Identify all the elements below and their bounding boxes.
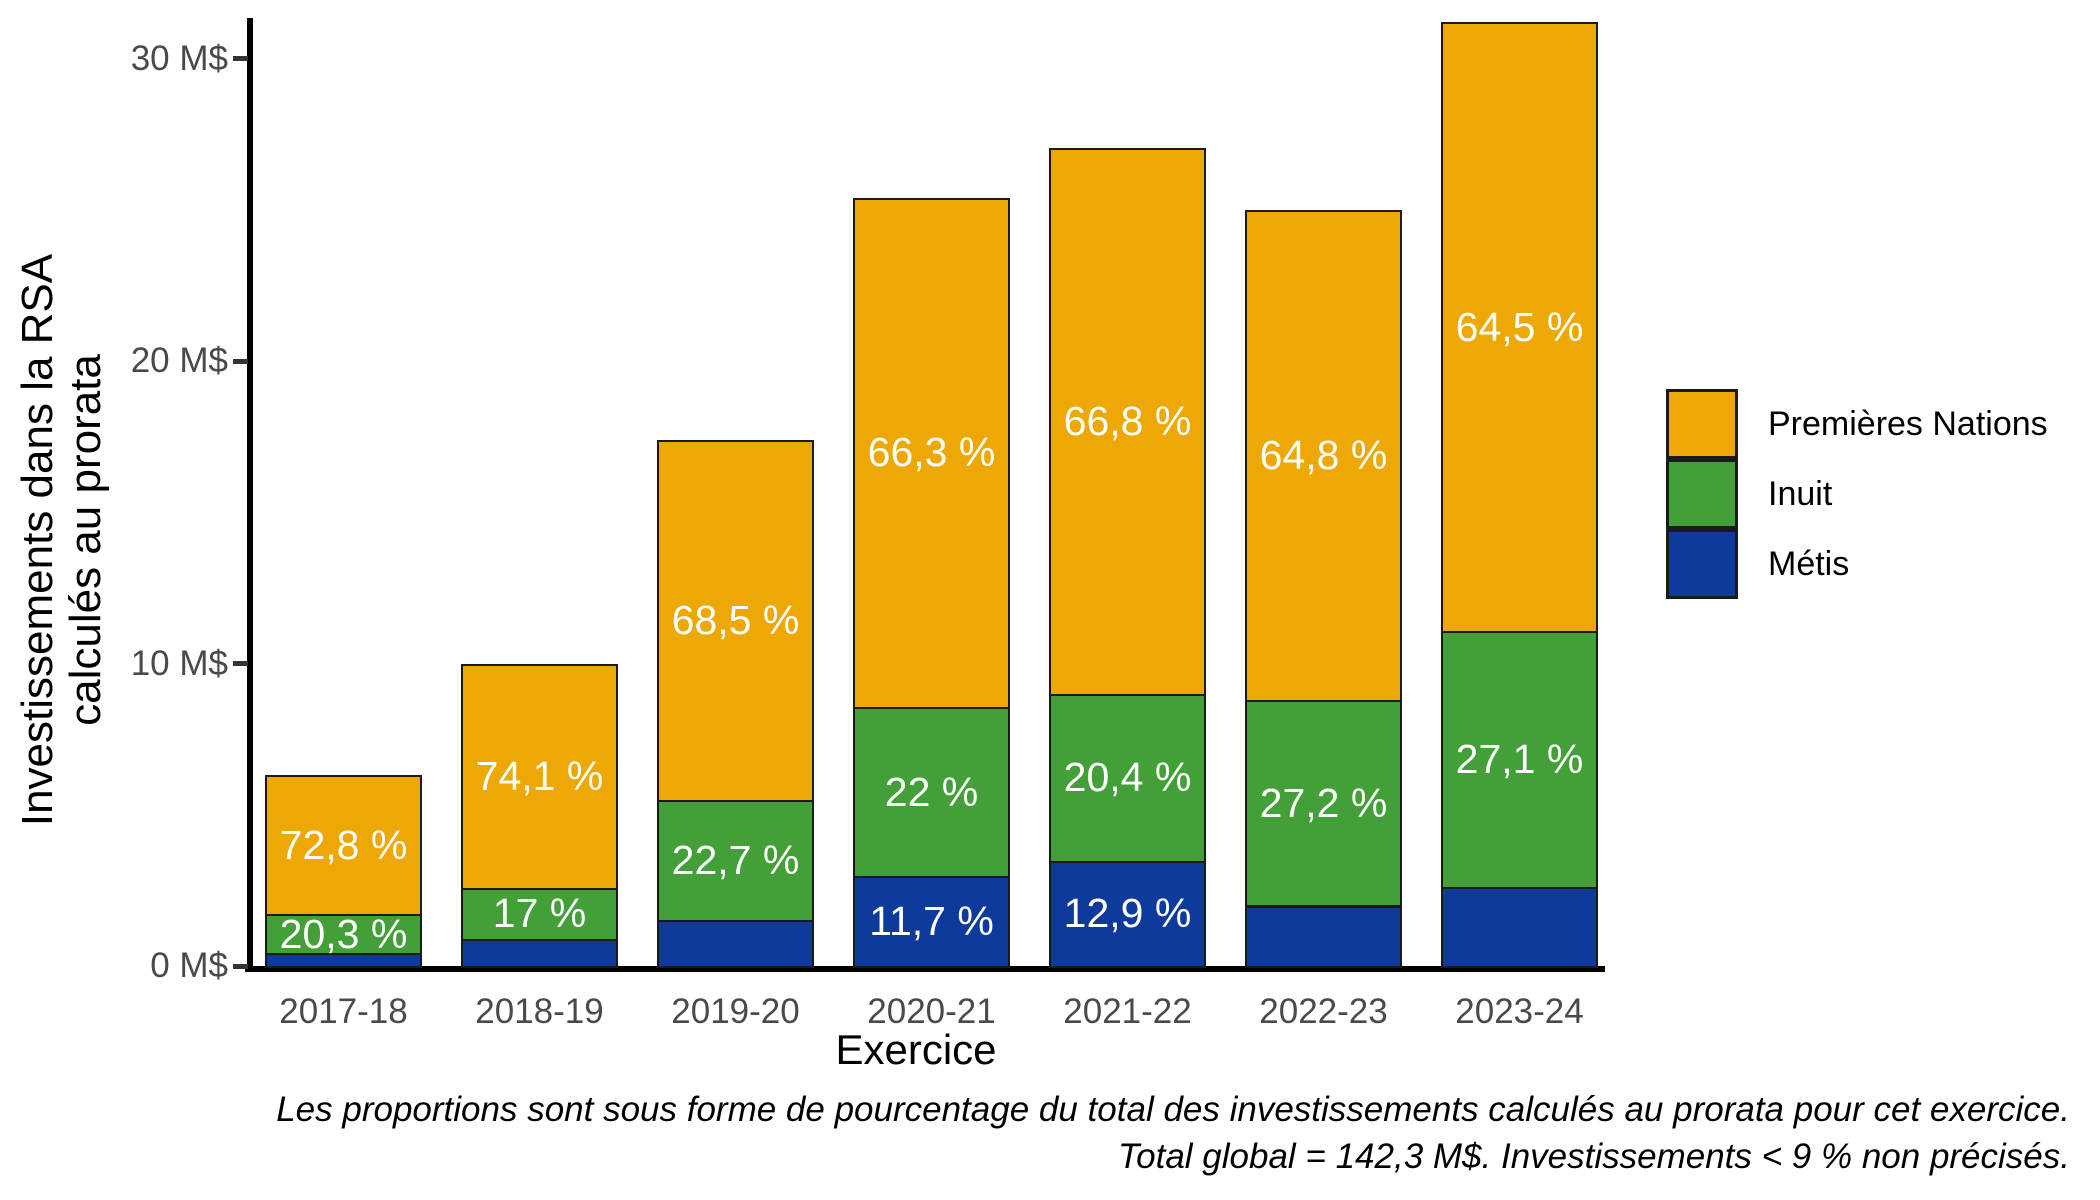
bar-percent-label: 17 % <box>492 890 587 937</box>
legend-key <box>1666 389 1738 459</box>
y-tick-label: 30 M$ <box>130 38 228 78</box>
bar-percent-label: 20,3 % <box>279 910 408 957</box>
caption-line-1: Les proportions sont sous forme de pourc… <box>276 1090 2070 1129</box>
bar-segment <box>1441 630 1598 889</box>
x-tick-label: 2022-23 <box>1259 992 1388 1031</box>
x-tick-label: 2019-20 <box>671 992 800 1031</box>
legend-label: Premières Nations <box>1768 404 2048 443</box>
x-tick-label: 2023-24 <box>1455 992 1584 1031</box>
y-tick-mark <box>233 963 248 969</box>
bar-segment <box>853 197 1010 710</box>
y-tick-label: 10 M$ <box>130 643 228 683</box>
x-tick-label: 2020-21 <box>867 992 996 1031</box>
legend-key <box>1666 529 1738 599</box>
bar-segment <box>1245 209 1402 702</box>
bar-percent-label: 66,3 % <box>867 429 996 476</box>
bar-segment <box>1049 860 1206 968</box>
legend-item: Premières Nations <box>1666 389 2048 459</box>
bar-segment <box>1441 22 1598 633</box>
bar-percent-label: 64,5 % <box>1455 303 1584 350</box>
bar-percent-label: 11,7 % <box>869 898 994 945</box>
bar-percent-label: 72,8 % <box>279 821 408 868</box>
x-tick-label: 2018-19 <box>475 992 604 1031</box>
y-tick-label: 20 M$ <box>130 341 228 380</box>
bar-percent-label: 68,5 % <box>671 596 800 643</box>
bar-segment <box>461 663 618 890</box>
legend: Premières Nations Inuit Métis <box>1666 389 2048 599</box>
bar-segment <box>265 775 422 917</box>
bar-percent-label: 22 % <box>884 768 979 815</box>
caption: Les proportions sont sous forme de pourc… <box>110 1086 2070 1180</box>
legend-key <box>1666 459 1738 529</box>
legend-label: Métis <box>1768 544 1850 583</box>
legend-label: Inuit <box>1768 474 1833 513</box>
bar-percent-label: 27,1 % <box>1455 735 1584 782</box>
y-tick-mark <box>233 56 248 61</box>
bar-percent-label: 74,1 % <box>475 752 604 799</box>
y-axis-line <box>247 18 253 972</box>
x-tick-label: 2017-18 <box>279 992 408 1031</box>
bar-percent-label: 64,8 % <box>1259 431 1388 478</box>
bar-segment <box>657 919 814 968</box>
caption-line-2: Total global = 142,3 M$. Investissements… <box>1117 1137 2070 1176</box>
legend-item: Inuit <box>1666 459 2048 529</box>
bar-segment <box>1245 905 1402 968</box>
x-axis-line <box>245 966 1605 972</box>
bar-percent-label: 20,4 % <box>1063 754 1192 801</box>
x-tick-label: 2021-22 <box>1063 992 1192 1031</box>
legend-item: Métis <box>1666 529 2048 599</box>
y-tick-mark <box>233 661 248 666</box>
bar-percent-label: 66,8 % <box>1063 398 1192 445</box>
bar-percent-label: 27,2 % <box>1259 779 1388 826</box>
bar-percent-label: 12,9 % <box>1063 890 1192 937</box>
y-tick-label: 0 M$ <box>150 946 228 985</box>
bar-segment <box>461 939 618 968</box>
bar-segment <box>1049 148 1206 697</box>
bar-segment <box>853 707 1010 879</box>
bar-segment <box>1245 699 1402 908</box>
bar-segment <box>853 876 1010 968</box>
y-tick-mark <box>233 358 248 364</box>
bar-segment <box>1049 694 1206 863</box>
x-axis-title: Exercice <box>835 1026 997 1073</box>
bar-segment <box>657 439 814 803</box>
bar-segment <box>1441 886 1598 968</box>
bar-percent-label: 22,7 % <box>671 836 800 883</box>
